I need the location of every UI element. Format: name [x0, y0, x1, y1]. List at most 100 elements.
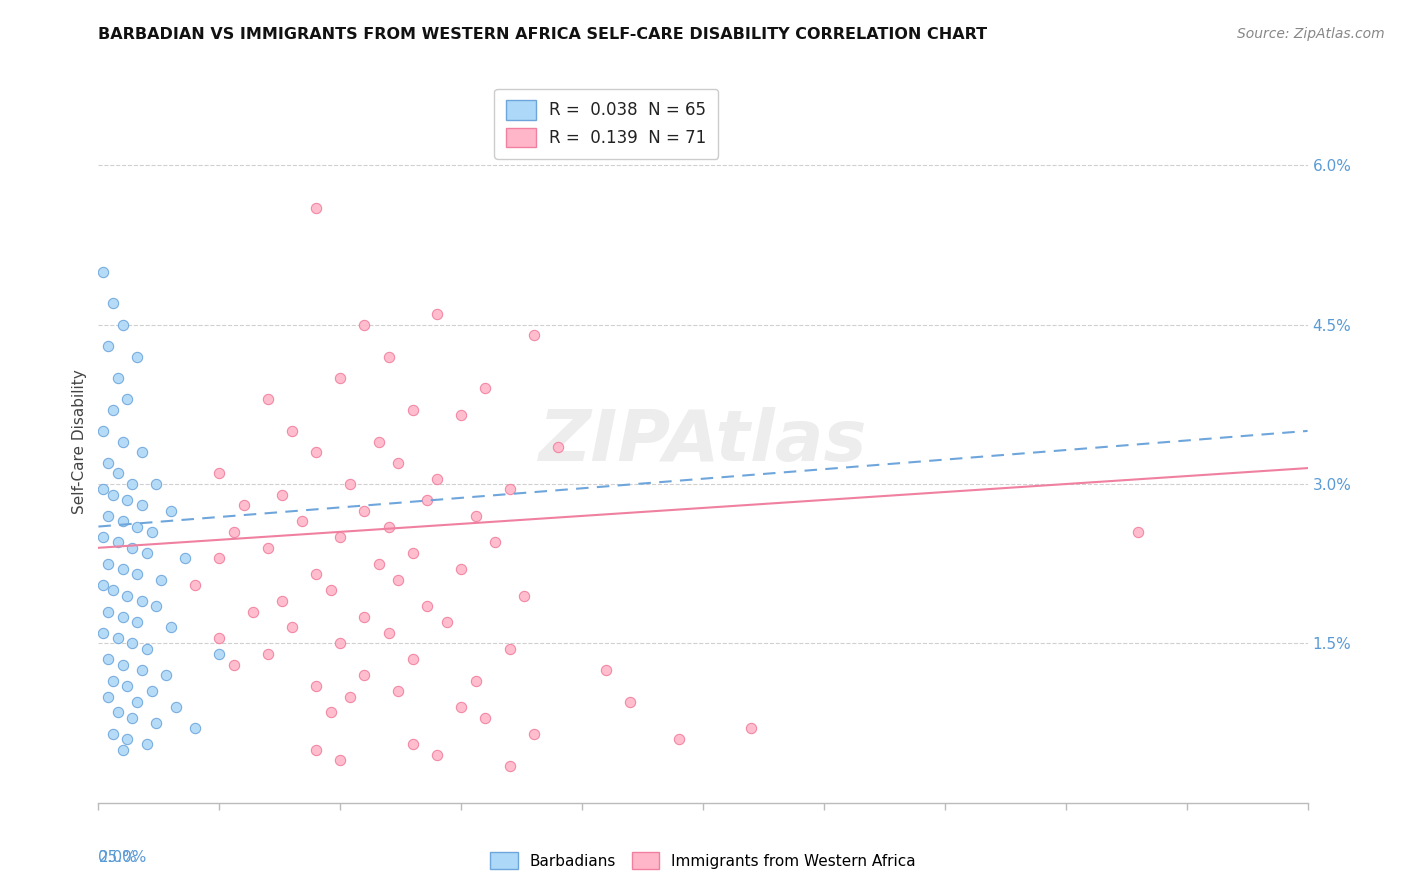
Point — [91, 578, 114, 592]
Point — [107, 535, 129, 549]
Point — [377, 625, 399, 640]
Point — [319, 706, 342, 720]
Point — [339, 477, 361, 491]
Point — [668, 732, 690, 747]
Point — [368, 557, 391, 571]
Point — [160, 620, 183, 634]
Point — [329, 371, 352, 385]
Point — [416, 493, 439, 508]
Point — [165, 700, 187, 714]
Point — [305, 679, 328, 693]
Point — [329, 530, 352, 544]
Point — [305, 201, 328, 215]
Point — [97, 557, 120, 571]
Point — [281, 620, 304, 634]
Point — [498, 483, 520, 497]
Point — [121, 636, 143, 650]
Point — [353, 610, 375, 624]
Point — [426, 747, 449, 762]
Point — [305, 742, 328, 756]
Point — [387, 573, 409, 587]
Point — [290, 514, 312, 528]
Text: Source: ZipAtlas.com: Source: ZipAtlas.com — [1237, 27, 1385, 41]
Point — [131, 445, 153, 459]
Point — [368, 434, 391, 449]
Point — [145, 716, 167, 731]
Point — [135, 641, 157, 656]
Point — [329, 753, 352, 767]
Point — [426, 472, 449, 486]
Point — [402, 402, 425, 417]
Text: BARBADIAN VS IMMIGRANTS FROM WESTERN AFRICA SELF-CARE DISABILITY CORRELATION CHA: BARBADIAN VS IMMIGRANTS FROM WESTERN AFR… — [98, 27, 987, 42]
Text: ZIPAtlas: ZIPAtlas — [538, 407, 868, 476]
Point — [305, 567, 328, 582]
Point — [353, 503, 375, 517]
Point — [107, 371, 129, 385]
Point — [91, 424, 114, 438]
Point — [281, 424, 304, 438]
Point — [450, 562, 472, 576]
Point — [135, 737, 157, 751]
Point — [141, 524, 163, 539]
Point — [131, 594, 153, 608]
Point — [121, 711, 143, 725]
Y-axis label: Self-Care Disability: Self-Care Disability — [72, 369, 87, 514]
Point — [256, 392, 278, 406]
Point — [101, 402, 124, 417]
Point — [145, 477, 167, 491]
Point — [111, 610, 134, 624]
Point — [141, 684, 163, 698]
Point — [208, 647, 231, 661]
Point — [145, 599, 167, 614]
Point — [377, 350, 399, 364]
Point — [498, 641, 520, 656]
Point — [121, 541, 143, 555]
Point — [329, 636, 352, 650]
Point — [127, 519, 149, 533]
Point — [107, 706, 129, 720]
Point — [436, 615, 458, 630]
Point — [111, 514, 134, 528]
Point — [97, 339, 120, 353]
Point — [498, 758, 520, 772]
Point — [111, 742, 134, 756]
Point — [208, 467, 231, 481]
Point — [127, 350, 149, 364]
Point — [450, 408, 472, 422]
Legend: Barbadians, Immigrants from Western Africa: Barbadians, Immigrants from Western Afri… — [484, 846, 922, 875]
Point — [97, 652, 120, 666]
Point — [121, 477, 143, 491]
Point — [271, 594, 294, 608]
Point — [232, 498, 254, 512]
Point — [160, 503, 183, 517]
Point — [127, 567, 149, 582]
Point — [127, 695, 149, 709]
Point — [619, 695, 641, 709]
Point — [101, 727, 124, 741]
Point — [256, 541, 278, 555]
Point — [111, 318, 134, 332]
Point — [740, 722, 762, 736]
Point — [184, 578, 207, 592]
Point — [97, 508, 120, 523]
Point — [387, 684, 409, 698]
Point — [426, 307, 449, 321]
Point — [117, 493, 139, 508]
Point — [131, 663, 153, 677]
Point — [174, 551, 197, 566]
Point — [131, 498, 153, 512]
Point — [222, 657, 245, 672]
Point — [256, 647, 278, 661]
Point — [222, 524, 245, 539]
Point — [107, 631, 129, 645]
Point — [91, 530, 114, 544]
Point — [484, 535, 506, 549]
Point — [101, 583, 124, 598]
Point — [305, 445, 328, 459]
Point — [464, 673, 486, 688]
Point — [111, 562, 134, 576]
Point — [402, 652, 425, 666]
Point — [387, 456, 409, 470]
Point — [107, 467, 129, 481]
Point — [184, 722, 207, 736]
